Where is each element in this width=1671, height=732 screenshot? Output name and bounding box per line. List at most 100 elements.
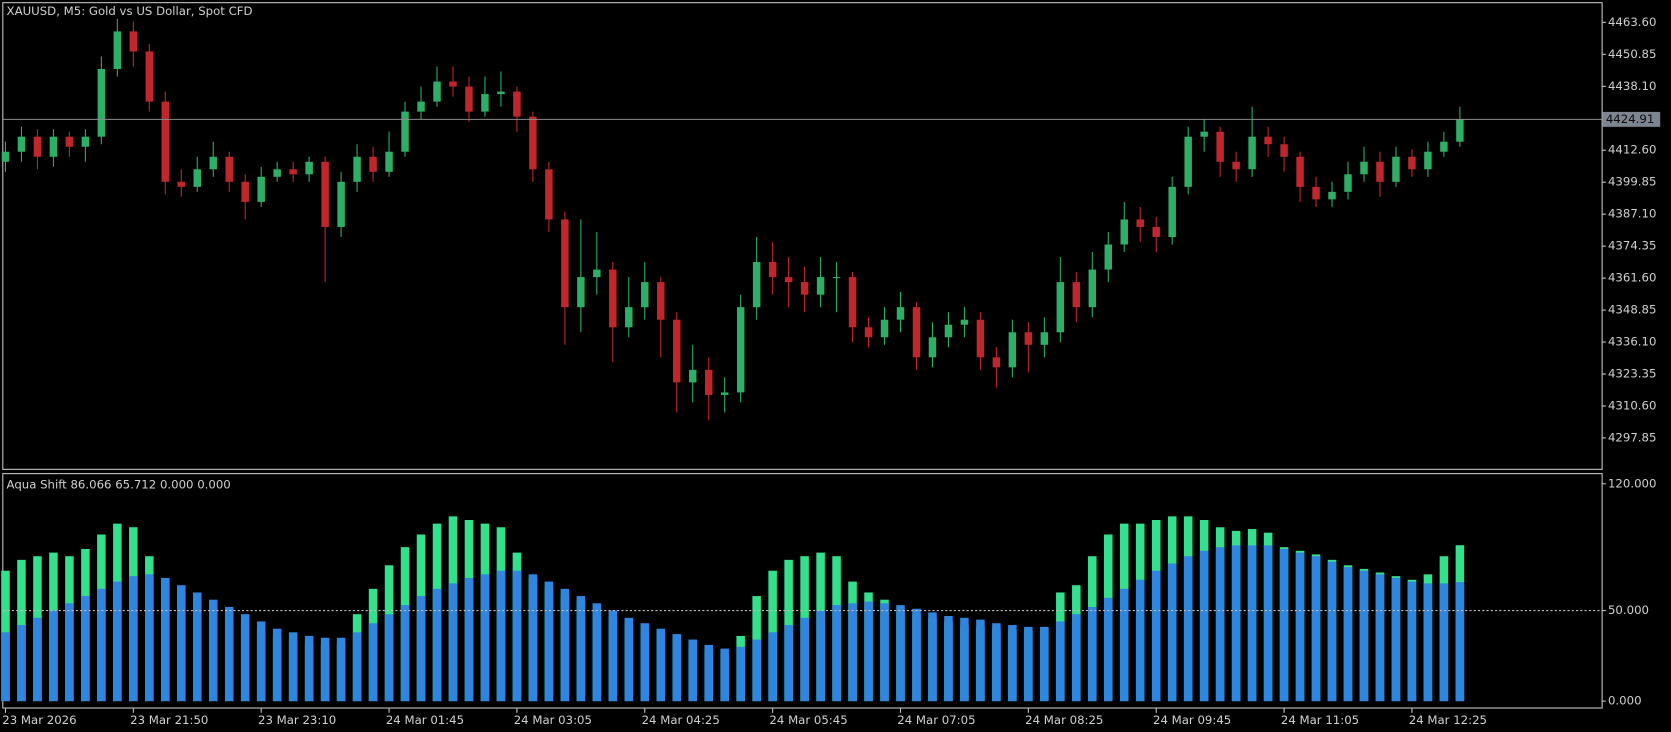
histogram-bar xyxy=(1375,574,1385,702)
histogram-bar xyxy=(1183,556,1193,702)
histogram-bar xyxy=(65,603,74,702)
histogram-bar xyxy=(1167,563,1177,702)
candle-body xyxy=(1264,136,1272,145)
candle-body xyxy=(465,86,473,112)
histogram-bar xyxy=(1119,588,1129,702)
candle-body xyxy=(768,262,777,278)
candle-body xyxy=(1392,156,1400,182)
histogram-bar xyxy=(896,605,905,702)
histogram-bar xyxy=(928,612,937,702)
histogram-bar xyxy=(1151,570,1161,702)
candle-body xyxy=(1248,136,1256,170)
histogram-bar xyxy=(161,577,170,702)
histogram-bar xyxy=(1072,614,1081,702)
histogram-bar xyxy=(816,610,825,702)
histogram-bar xyxy=(113,581,122,702)
candle-body xyxy=(225,156,233,182)
candle-body xyxy=(912,307,921,358)
candle-body xyxy=(960,319,969,325)
candle-body xyxy=(145,51,154,102)
candle-body xyxy=(129,31,138,52)
histogram-bar xyxy=(1423,583,1433,702)
histogram-bar xyxy=(560,588,570,702)
histogram-bar xyxy=(1088,606,1097,702)
candle-body xyxy=(481,94,489,112)
histogram-bar xyxy=(800,617,809,702)
y-tick-label: 4387.10 xyxy=(1608,207,1656,221)
candle-body xyxy=(209,156,217,170)
y-tick-label: 0.000 xyxy=(1608,694,1642,708)
histogram-bar xyxy=(704,644,713,702)
histogram-bar xyxy=(97,588,106,702)
candle-body xyxy=(1184,136,1192,187)
histogram-bar xyxy=(129,576,138,702)
histogram-bar xyxy=(432,588,442,702)
candle-body xyxy=(1024,332,1033,345)
x-tick-label: 23 Mar 21:50 xyxy=(130,713,208,727)
candle-body xyxy=(848,277,857,328)
candle-body xyxy=(928,337,937,358)
candle-body xyxy=(193,169,201,187)
candle-body xyxy=(561,219,569,308)
candle-body xyxy=(1056,282,1065,333)
candle-body xyxy=(1312,186,1320,200)
candle-body xyxy=(1120,219,1128,245)
candle-body xyxy=(113,31,122,70)
candle-body xyxy=(257,176,265,202)
histogram-bar xyxy=(624,617,634,702)
x-tick-label: 24 Mar 01:45 xyxy=(386,713,464,727)
y-tick-label: 4438.10 xyxy=(1608,79,1656,93)
candle-body xyxy=(177,181,186,187)
candle-body xyxy=(1,151,10,162)
histogram-bar xyxy=(944,615,953,702)
candle-body xyxy=(577,277,585,308)
histogram-bar xyxy=(304,635,314,702)
candle-body xyxy=(609,269,617,328)
candle-body xyxy=(1040,332,1049,345)
histogram-bar xyxy=(1199,550,1209,702)
histogram-bar xyxy=(608,610,618,702)
candle-body xyxy=(593,269,601,278)
candle-body xyxy=(289,169,297,175)
price-pane xyxy=(2,2,1603,470)
x-tick-label: 24 Mar 11:05 xyxy=(1281,713,1359,727)
y-tick-label: 4336.10 xyxy=(1608,335,1656,349)
histogram-bar xyxy=(880,603,889,702)
y-tick-label: 120.000 xyxy=(1608,476,1656,490)
candle-body xyxy=(816,277,825,295)
candle-body xyxy=(1088,269,1097,308)
histogram-bar xyxy=(1327,561,1337,702)
candle-body xyxy=(321,161,329,227)
candle-body xyxy=(1152,226,1160,237)
candle-body xyxy=(1408,156,1416,170)
y-tick-label: 4374.35 xyxy=(1608,239,1656,253)
histogram-bar xyxy=(752,639,761,702)
histogram-bar xyxy=(400,605,410,702)
histogram-bar xyxy=(193,592,202,702)
candle-body xyxy=(1456,119,1464,142)
histogram-bar xyxy=(528,574,538,702)
histogram-bar xyxy=(736,646,745,702)
histogram-bar xyxy=(208,599,218,702)
candle-body xyxy=(944,324,953,338)
candle-body xyxy=(1280,144,1288,157)
histogram-bar xyxy=(1040,626,1049,702)
chart-title: XAUUSD, M5: Gold vs US Dollar, Spot CFD xyxy=(7,4,253,18)
y-tick-label: 4297.85 xyxy=(1608,430,1656,444)
histogram-bar xyxy=(336,637,346,702)
histogram-bar xyxy=(288,632,298,702)
candle-body xyxy=(241,181,249,202)
current-price-label: 4424.91 xyxy=(1606,112,1654,126)
candle-body xyxy=(49,136,58,157)
histogram-bar xyxy=(912,608,921,702)
candle-body xyxy=(880,319,889,338)
y-tick-label: 4323.35 xyxy=(1608,366,1656,380)
histogram-bar xyxy=(1104,597,1113,702)
candle-body xyxy=(1440,141,1448,152)
candle-body xyxy=(385,151,393,172)
candle-body xyxy=(1168,186,1176,237)
histogram-bar xyxy=(272,628,282,702)
histogram-bar xyxy=(544,581,554,702)
candle-body xyxy=(976,319,985,358)
candle-body xyxy=(97,69,106,137)
